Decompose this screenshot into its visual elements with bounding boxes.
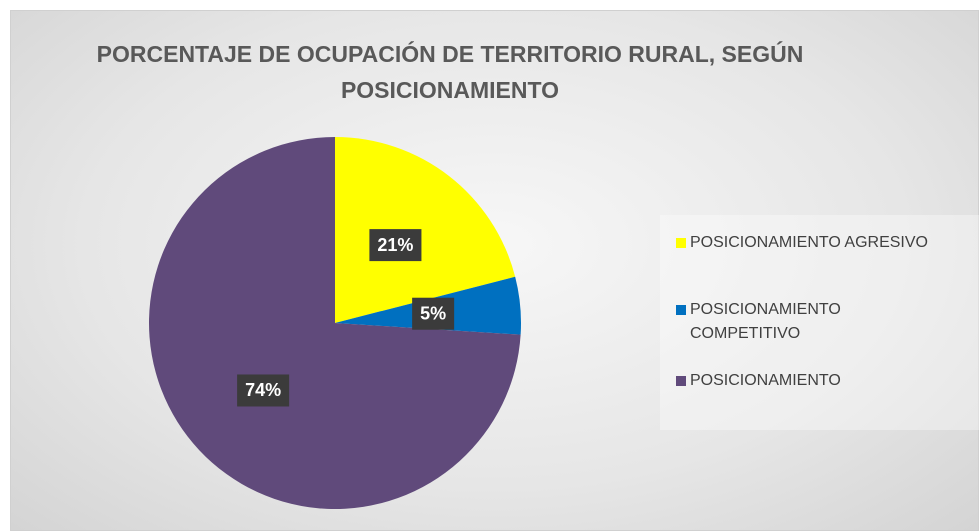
data-label-text: 21% xyxy=(377,235,413,255)
pie-slice xyxy=(335,137,516,323)
legend-swatch xyxy=(676,238,686,248)
data-label-text: 5% xyxy=(420,303,446,323)
data-label-box xyxy=(369,229,422,262)
legend: POSICIONAMIENTO AGRESIVO POSICIONAMIENTO … xyxy=(660,215,979,430)
data-label: 74% xyxy=(237,374,290,407)
chart-title: PORCENTAJE DE OCUPACIÓN DE TERRITORIO RU… xyxy=(96,41,804,103)
data-label: 21% xyxy=(369,229,422,262)
legend-entry: POSICIONAMIENTO xyxy=(676,369,940,393)
legend-swatch xyxy=(676,305,686,315)
legend-entry: POSICIONAMIENTO AGRESIVO xyxy=(676,231,940,255)
data-label-box xyxy=(412,297,455,330)
legend-label: POSICIONAMIENTO AGRESIVO xyxy=(690,234,928,251)
pie-slice xyxy=(149,137,521,509)
legend-label: POSICIONAMIENTO xyxy=(690,372,841,389)
legend-entry: POSICIONAMIENTO COMPETITIVO xyxy=(676,298,940,346)
legend-label: POSICIONAMIENTO COMPETITIVO xyxy=(690,301,841,342)
data-label-text: 74% xyxy=(245,380,281,400)
legend-swatch xyxy=(676,376,686,386)
data-label-box xyxy=(237,374,290,407)
data-label: 5% xyxy=(412,297,455,330)
